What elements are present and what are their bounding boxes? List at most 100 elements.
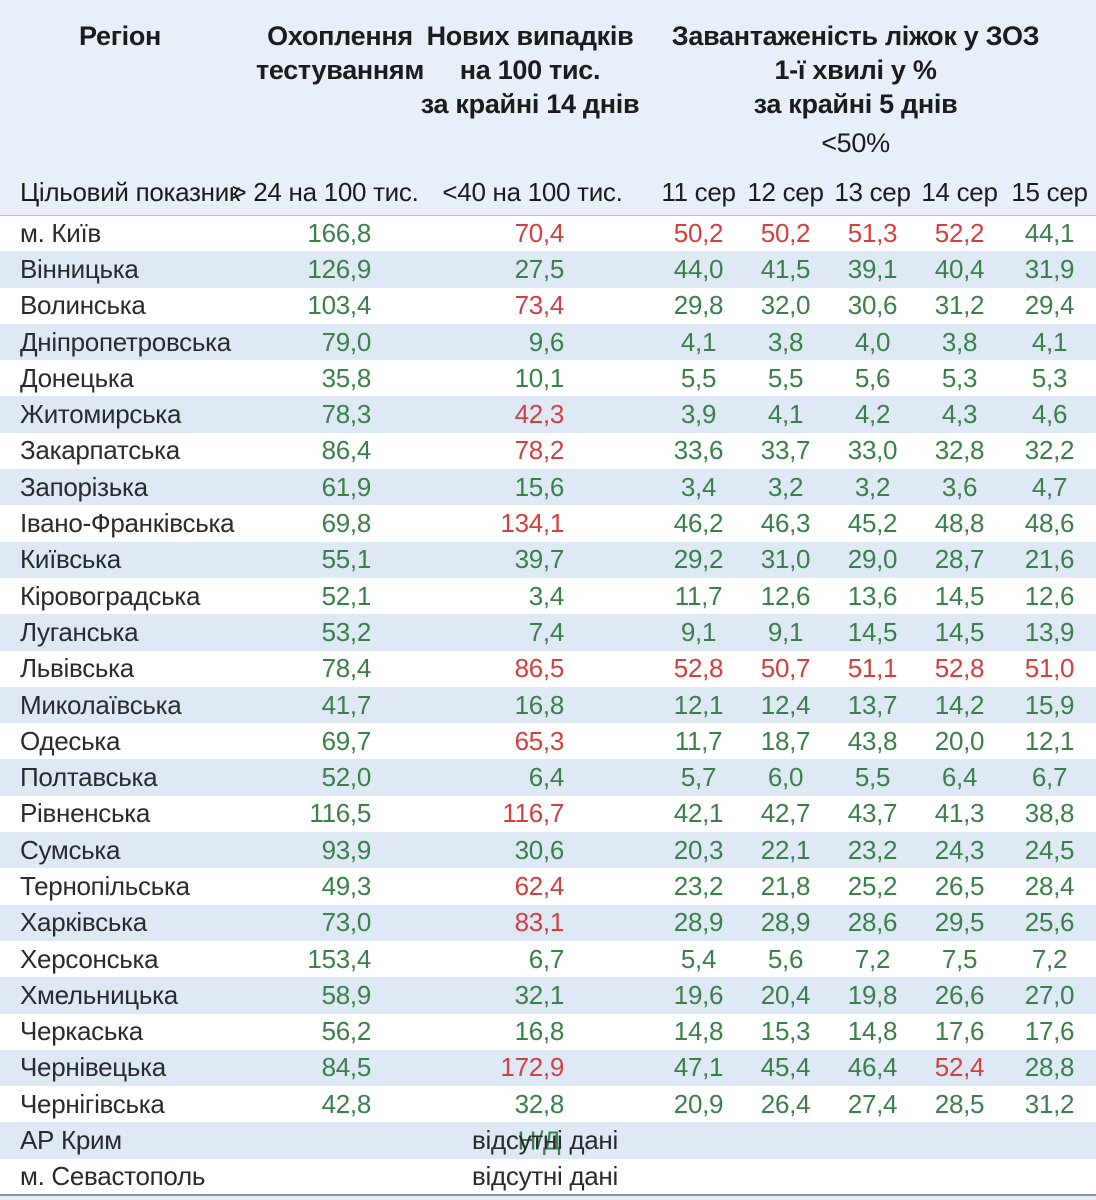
table-header: Регіон Охоплення тестуванням Нових випад… xyxy=(0,0,1096,216)
region-name: Кіровоградська xyxy=(20,580,201,611)
spacer xyxy=(570,759,655,795)
region-name: АР Крим xyxy=(20,1125,122,1156)
table-row: Миколаївська 41,7 16,8 12,1 12,4 13,7 14,2 15,9 xyxy=(0,686,1096,724)
bed-occupancy-value: 4,1 xyxy=(1031,326,1068,357)
bed-occupancy-value: 44,0 xyxy=(673,253,724,284)
bed-occupancy-value: 23,2 xyxy=(673,870,724,901)
new-cases-value: 83,1 xyxy=(514,907,565,938)
region-name: Полтавська xyxy=(20,762,158,793)
table-row: Харківська 73,0 83,1 28,9 28,9 28,6 29,5 25,6 xyxy=(0,904,1096,941)
testing-value: 103,4 xyxy=(307,290,371,321)
bed-occupancy-value: 38,8 xyxy=(1024,798,1075,829)
bed-occupancy-value: 44,1 xyxy=(1024,217,1075,248)
bed-occupancy-value: 4,3 xyxy=(941,399,978,430)
new-cases-value: 78,2 xyxy=(514,435,565,466)
bed-occupancy-value: 32,0 xyxy=(760,290,811,321)
bed-occupancy-value: 14,5 xyxy=(934,616,985,647)
new-cases-value: 32,1 xyxy=(514,979,565,1010)
bed-occupancy-value xyxy=(742,1122,829,1158)
bed-occupancy-value: 12,1 xyxy=(1024,725,1075,756)
spacer xyxy=(570,542,655,578)
target-new-cases-label: <40 на 100 тис. xyxy=(442,176,623,207)
bed-occupancy-value: 24,3 xyxy=(934,834,985,865)
bed-occupancy-value: 6,7 xyxy=(1031,762,1068,793)
bed-occupancy-value: 28,5 xyxy=(934,1088,985,1119)
bed-occupancy-value: 28,9 xyxy=(760,907,811,938)
testing-value: 166,8 xyxy=(307,217,371,248)
bed-occupancy-value: 28,4 xyxy=(1024,870,1075,901)
bed-occupancy-value xyxy=(742,1159,829,1195)
table-row: Херсонська 153,4 6,7 5,4 5,6 7,2 7,5 7,2 xyxy=(0,940,1096,978)
no-data-cell: відсутні дані xyxy=(375,1159,655,1195)
bed-occupancy-value: 32,2 xyxy=(1024,435,1075,466)
no-data-text: відсутні дані xyxy=(472,1160,618,1191)
testing-value: 61,9 xyxy=(321,471,372,502)
bed-occupancy-value: 24,5 xyxy=(1024,834,1075,865)
testing-value: 69,7 xyxy=(321,725,372,756)
bed-occupancy-value: 45,2 xyxy=(847,508,898,539)
bed-occupancy-value: 12,4 xyxy=(760,689,811,720)
testing-value: 78,3 xyxy=(321,399,372,430)
bed-occupancy-value: 40,4 xyxy=(934,253,985,284)
date-header-1: 11 сер xyxy=(655,170,742,216)
bed-occupancy-value: 4,6 xyxy=(1031,399,1068,430)
region-name: Запорізька xyxy=(20,471,148,502)
new-cases-value: 7,4 xyxy=(528,616,565,647)
region-name: Вінницька xyxy=(20,253,139,284)
bed-occupancy-value: 42,1 xyxy=(673,798,724,829)
new-cases-value: 32,8 xyxy=(514,1088,565,1119)
bed-occupancy-value: 46,2 xyxy=(673,508,724,539)
region-name: Одеська xyxy=(20,725,121,756)
table-row: Кіровоградська 52,1 3,4 11,7 12,6 13,6 14,5 12,… xyxy=(0,577,1096,615)
date-header-3: 13 сер xyxy=(829,170,916,216)
header-row-targets: Цільовий показник > 24 на 100 тис. <40 н… xyxy=(0,170,1096,216)
bed-occupancy-value: 6,0 xyxy=(767,762,804,793)
bed-occupancy-value: 4,1 xyxy=(767,399,804,430)
target-testing: > 24 на 100 тис. xyxy=(231,170,419,216)
bed-occupancy-value: 32,8 xyxy=(934,435,985,466)
testing-value: 58,9 xyxy=(321,979,372,1010)
bed-occupancy-value: 14,5 xyxy=(847,616,898,647)
table-body: м. Київ 166,8 70,4 50,2 50,2 51,3 52,2 44,1 Вінн… xyxy=(0,215,1096,1196)
new-cases-value: 65,3 xyxy=(514,725,565,756)
bed-occupancy-value: 29,4 xyxy=(1024,290,1075,321)
bed-occupancy-value: 33,7 xyxy=(760,435,811,466)
bed-occupancy-value: 20,9 xyxy=(673,1088,724,1119)
bed-occupancy-value: 11,7 xyxy=(674,580,723,611)
new-cases-value: 6,7 xyxy=(528,943,565,974)
testing-value: 56,2 xyxy=(321,1016,372,1047)
bed-occupancy-value: 5,5 xyxy=(854,762,891,793)
table-row-no-data: м. Севастополь відсутні дані xyxy=(0,1158,1096,1196)
bed-occupancy-value: 29,0 xyxy=(847,544,898,575)
bed-occupancy-value xyxy=(916,1159,1003,1195)
table-row: м. Київ 166,8 70,4 50,2 50,2 51,3 52,2 44,1 xyxy=(0,215,1096,252)
table-row: Черкаська 56,2 16,8 14,8 15,3 14,8 17,6 17,6 xyxy=(0,1013,1096,1050)
table-row: Одеська 69,7 65,3 11,7 18,7 43,8 20,0 12,1 xyxy=(0,723,1096,760)
region-name: Луганська xyxy=(20,616,139,647)
bed-occupancy-value: 13,7 xyxy=(847,689,898,720)
table-row: Чернігівська 42,8 32,8 20,9 26,4 27,4 28,5 31,2 xyxy=(0,1086,1096,1123)
bed-occupancy-value: 31,0 xyxy=(760,544,811,575)
bed-occupancy-value: 22,1 xyxy=(760,834,811,865)
table-row: Закарпатська 86,4 78,2 33,6 33,7 33,0 32,8 32,2 xyxy=(0,432,1096,470)
bed-occupancy-value: 51,3 xyxy=(847,217,898,248)
bed-occupancy-value: 28,7 xyxy=(934,544,985,575)
spacer xyxy=(570,505,655,541)
bed-occupancy-value: 5,6 xyxy=(767,943,804,974)
spacer xyxy=(570,396,655,432)
spacer xyxy=(570,796,655,832)
bed-occupancy-value: 5,6 xyxy=(854,362,891,393)
bed-occupancy-value: 26,5 xyxy=(934,870,985,901)
spacer xyxy=(570,251,655,287)
region-name: м. Севастополь xyxy=(20,1160,206,1191)
bed-occupancy-value: 3,9 xyxy=(680,399,717,430)
spacer xyxy=(570,360,655,396)
bed-occupancy-value: 52,4 xyxy=(934,1052,985,1083)
bed-occupancy-value: 29,5 xyxy=(934,907,985,938)
spacer xyxy=(570,868,655,904)
bed-occupancy-value: 25,6 xyxy=(1024,907,1075,938)
bed-occupancy-value: 46,3 xyxy=(760,508,811,539)
table-row-no-data: АР Крим Н/Д відсутні дані xyxy=(0,1122,1096,1159)
bed-occupancy-value: 52,8 xyxy=(673,653,724,684)
testing-value: 78,4 xyxy=(321,653,372,684)
